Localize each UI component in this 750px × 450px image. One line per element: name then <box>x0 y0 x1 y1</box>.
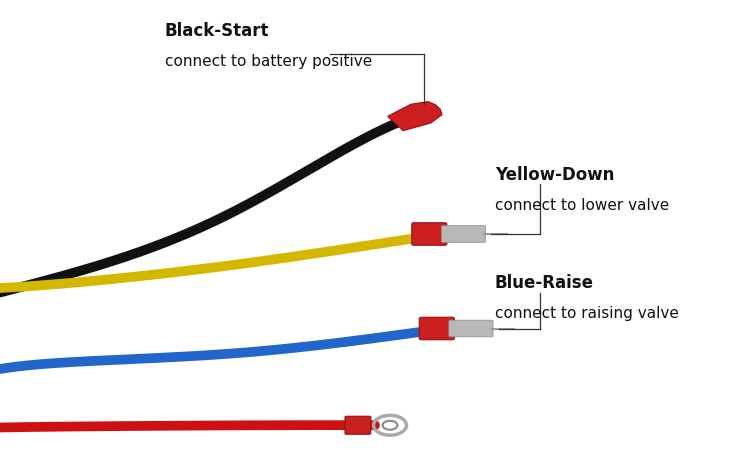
Text: connect to battery positive: connect to battery positive <box>165 54 372 69</box>
FancyBboxPatch shape <box>345 416 370 434</box>
FancyBboxPatch shape <box>441 226 485 242</box>
Text: connect to raising valve: connect to raising valve <box>495 306 679 321</box>
Text: Black-Start: Black-Start <box>165 22 269 40</box>
Text: Blue-Raise: Blue-Raise <box>495 274 594 292</box>
Text: Yellow-Down: Yellow-Down <box>495 166 614 184</box>
FancyBboxPatch shape <box>419 317 454 340</box>
FancyBboxPatch shape <box>412 223 447 245</box>
FancyBboxPatch shape <box>448 320 493 337</box>
Polygon shape <box>388 102 442 130</box>
Text: connect to lower valve: connect to lower valve <box>495 198 669 213</box>
